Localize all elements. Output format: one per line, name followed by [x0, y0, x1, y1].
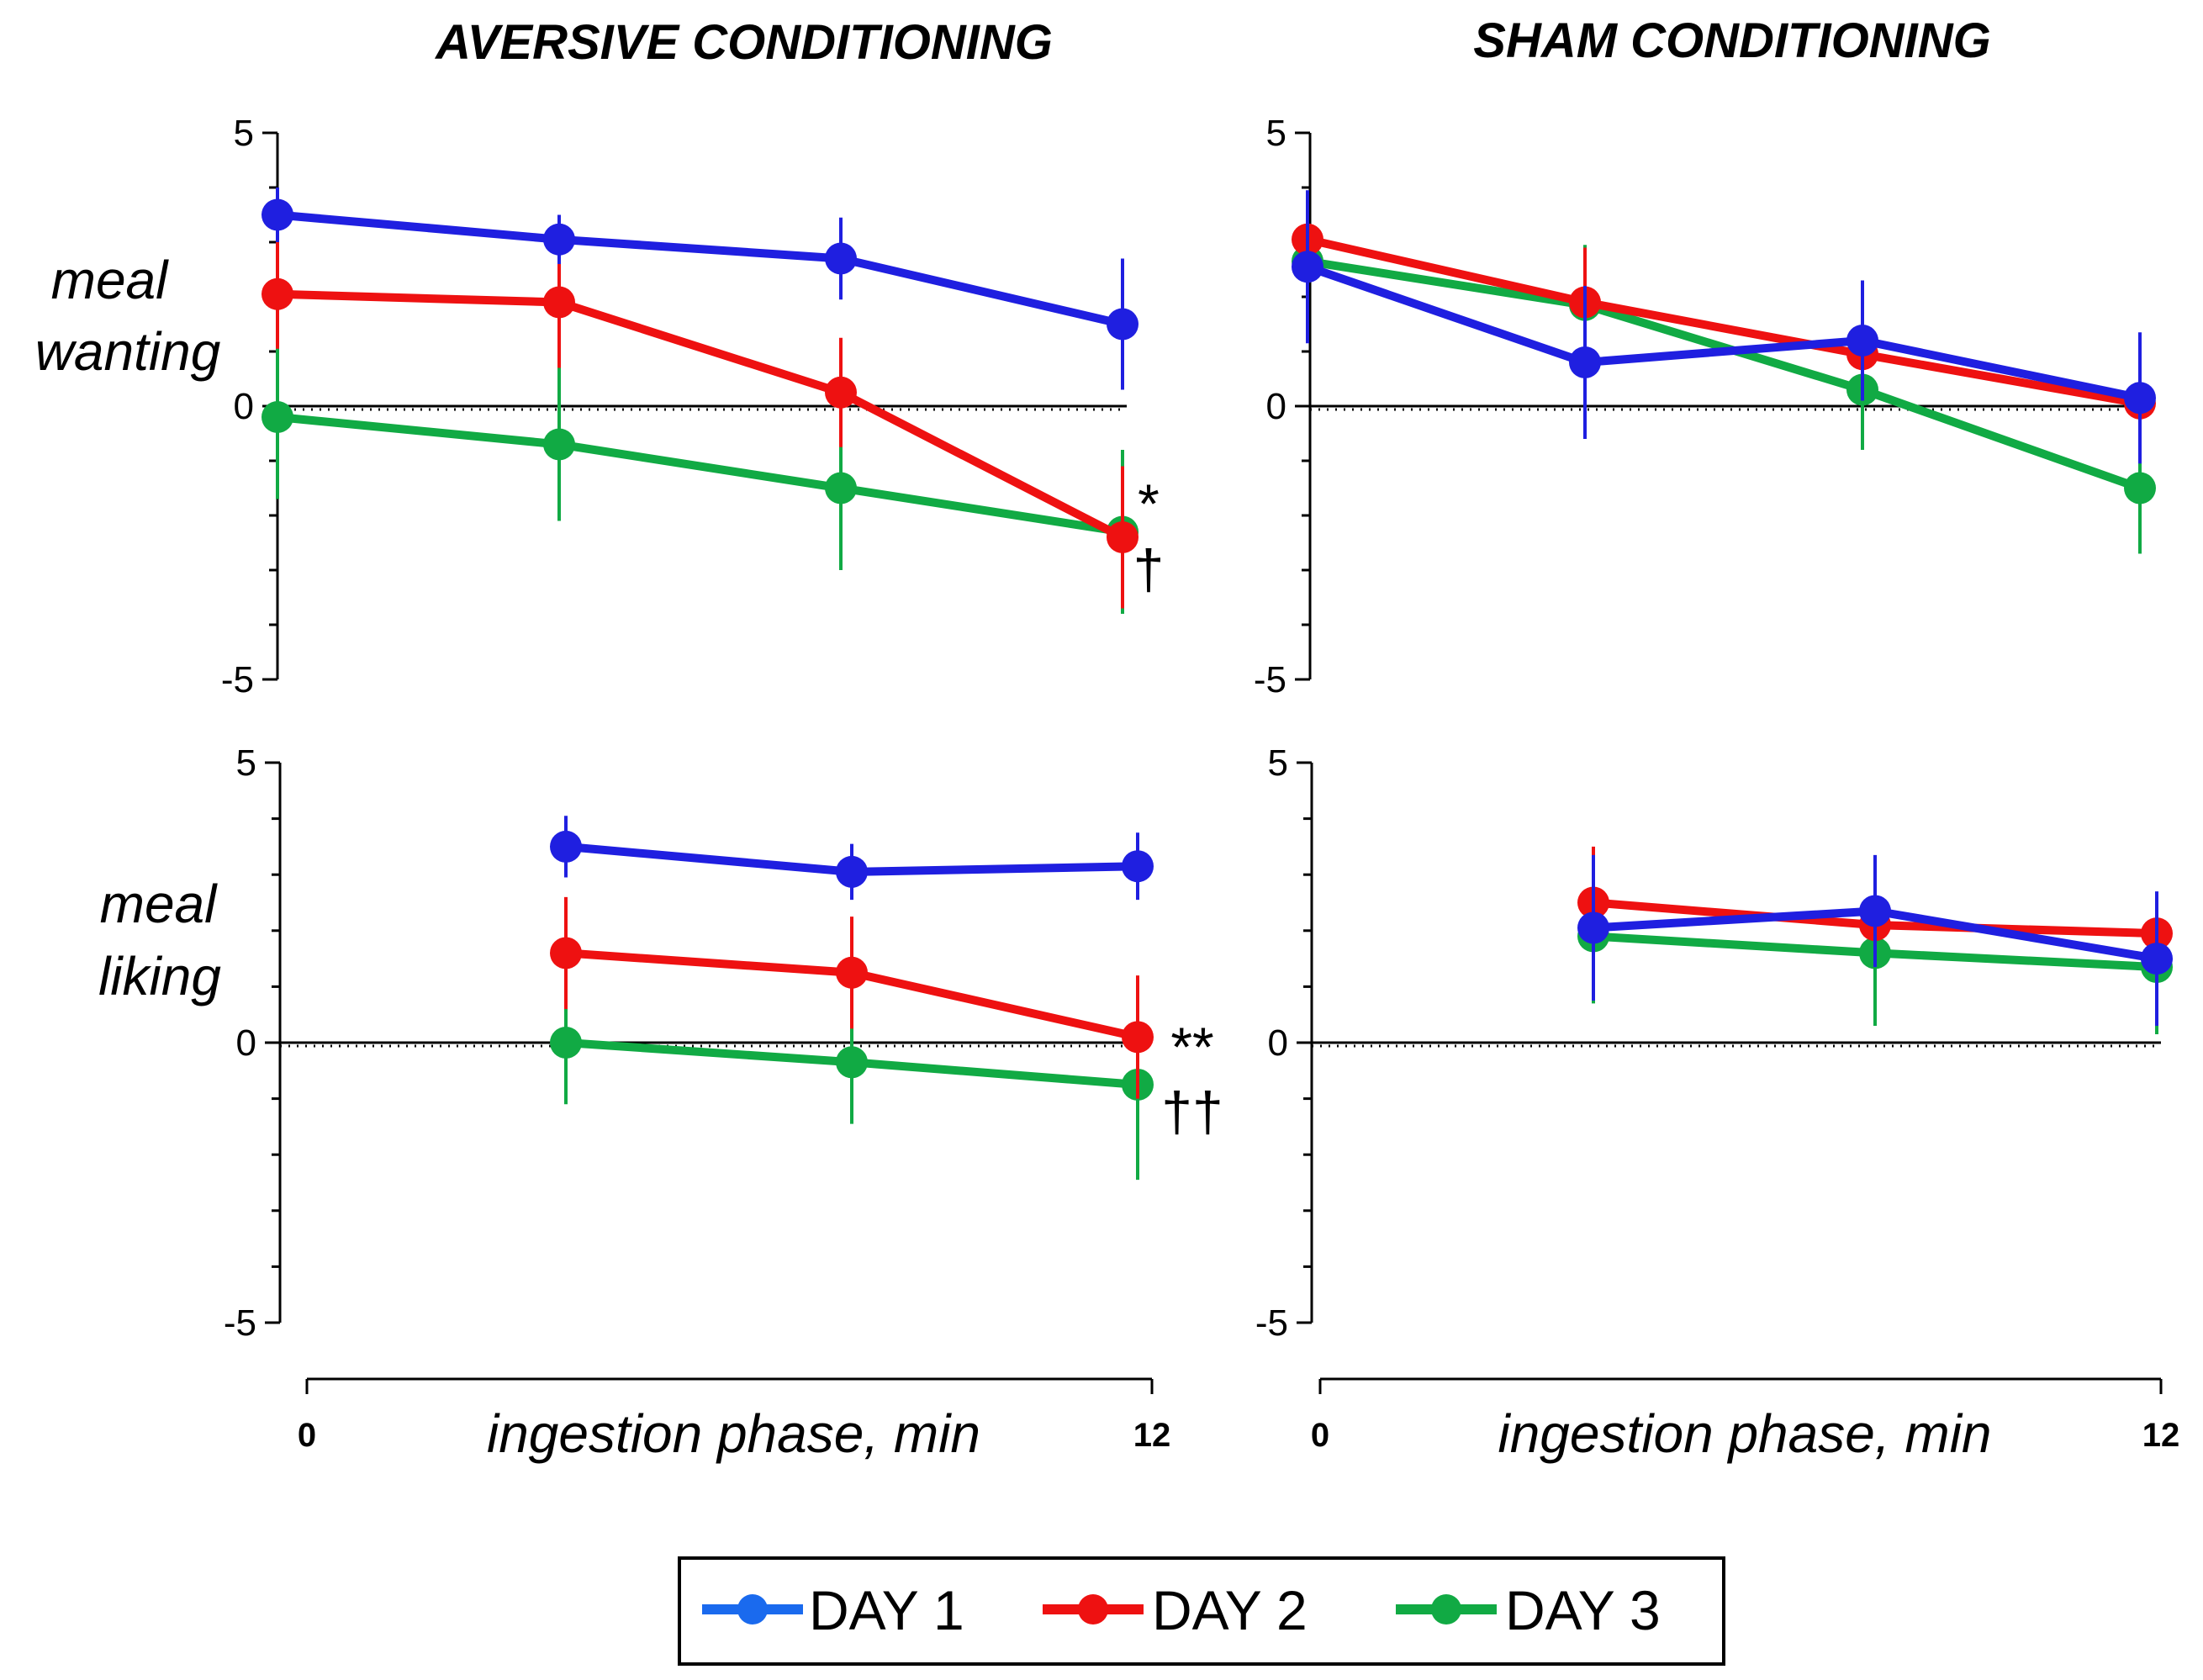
data-point-day1 — [2141, 943, 2173, 975]
column-title-sham: SHAM CONDITIONING — [1473, 13, 1990, 68]
legend-label-day2: DAY 2 — [1152, 1579, 1308, 1641]
data-point-day1 — [1107, 308, 1138, 341]
data-point-day2 — [836, 956, 868, 989]
data-point-day2 — [1107, 521, 1138, 553]
data-point-day1 — [1122, 850, 1154, 883]
data-point-day1 — [1859, 895, 1891, 927]
data-point-day3 — [825, 472, 857, 505]
annotation-liking-daggers: †† — [1161, 1080, 1223, 1143]
series-day1 — [1577, 854, 2173, 1027]
x-axis-sham: 0 12 ingestion phase, min — [1311, 1377, 2180, 1464]
panel-aversive-liking: 5 0 -5 — [224, 742, 1154, 1344]
legend-marker-day1 — [737, 1594, 768, 1625]
legend-item-day1: DAY 1 — [702, 1579, 964, 1641]
series-line-day1 — [1306, 262, 2142, 403]
legend-marker-day3 — [1431, 1594, 1461, 1625]
data-point-day2 — [543, 286, 575, 319]
data-point-day1 — [550, 830, 582, 863]
series-line-day1 — [277, 210, 1124, 329]
x-tick-label: 0 — [298, 1417, 316, 1454]
panel-sham-liking: 5 0 -5 — [1255, 742, 2173, 1344]
data-point-day1 — [262, 198, 293, 231]
series-day2 — [550, 896, 1154, 1099]
data-point-day1 — [836, 855, 868, 888]
x-axis-title: ingestion phase, min — [487, 1403, 980, 1464]
annotation-liking-stars: ** — [1170, 1016, 1213, 1078]
x-tick-label: 0 — [1311, 1417, 1329, 1454]
data-point-day1 — [1577, 911, 1609, 944]
y-tick-label: 0 — [1266, 386, 1286, 427]
data-point-day1 — [1292, 251, 1323, 283]
y-tick-label: 0 — [1268, 1022, 1288, 1064]
annotation-wanting-star: * — [1138, 473, 1160, 535]
legend: DAY 1 DAY 2 DAY 3 — [678, 1556, 1725, 1666]
row-label-liking-line2: liking — [98, 946, 221, 1006]
y-tick-label: 0 — [234, 386, 254, 427]
y-tick-label: 5 — [1268, 742, 1288, 784]
data-point-day1 — [2124, 382, 2156, 415]
series-line-day2 — [1306, 235, 2141, 408]
legend-label-day1: DAY 1 — [809, 1579, 964, 1641]
series-day1 — [550, 816, 1154, 901]
series-line-day2 — [277, 289, 1125, 542]
y-tick-label: 5 — [1266, 113, 1286, 154]
series-line-day3 — [277, 413, 1123, 536]
row-label-liking-line1: meal — [100, 874, 219, 934]
series-day1 — [1292, 190, 2156, 464]
series-day2 — [262, 236, 1138, 609]
y-tick-label: 5 — [236, 742, 256, 784]
data-point-day3 — [543, 428, 575, 461]
data-point-day3 — [2124, 472, 2156, 505]
legend-label-day3: DAY 3 — [1505, 1579, 1661, 1641]
data-point-day2 — [550, 937, 582, 969]
data-point-day1 — [543, 223, 575, 256]
x-axis-aversive: 0 12 ingestion phase, min — [298, 1377, 1171, 1464]
panel-aversive-wanting: 5 0 -5 — [221, 113, 1138, 700]
legend-box — [678, 1556, 1725, 1666]
data-point-day1 — [1569, 346, 1601, 378]
legend-item-day3: DAY 3 — [1396, 1579, 1661, 1641]
data-point-day2 — [825, 376, 857, 409]
panel-sham-wanting: 5 0 -5 — [1254, 113, 2156, 700]
y-tick-label: 5 — [234, 113, 254, 154]
column-title-aversive: AVERSIVE CONDITIONING — [434, 15, 1053, 70]
series-day2 — [1292, 206, 2156, 447]
row-label-wanting-line2: wanting — [35, 321, 221, 382]
x-axis-title: ingestion phase, min — [1498, 1403, 1991, 1464]
data-point-day1 — [1846, 325, 1878, 357]
y-tick-label: -5 — [1255, 1302, 1288, 1344]
y-tick-label: 0 — [236, 1022, 256, 1064]
row-label-wanting-line1: meal — [51, 250, 170, 310]
data-point-day3 — [262, 401, 293, 433]
y-tick-label: -5 — [1254, 659, 1286, 700]
x-tick-label: 12 — [2142, 1417, 2180, 1454]
data-point-day1 — [825, 242, 857, 275]
series-day3 — [1292, 234, 2156, 554]
legend-marker-day2 — [1078, 1594, 1108, 1625]
x-tick-label: 12 — [1133, 1417, 1171, 1454]
y-tick-label: -5 — [224, 1302, 256, 1344]
series-day1 — [262, 188, 1138, 390]
data-point-day2 — [262, 277, 293, 310]
annotation-wanting-dagger: † — [1133, 538, 1165, 600]
legend-item-day2: DAY 2 — [1043, 1579, 1308, 1641]
data-point-day2 — [1122, 1021, 1154, 1054]
data-point-day3 — [550, 1027, 582, 1059]
data-point-day3 — [836, 1046, 868, 1079]
y-tick-label: -5 — [221, 659, 254, 700]
